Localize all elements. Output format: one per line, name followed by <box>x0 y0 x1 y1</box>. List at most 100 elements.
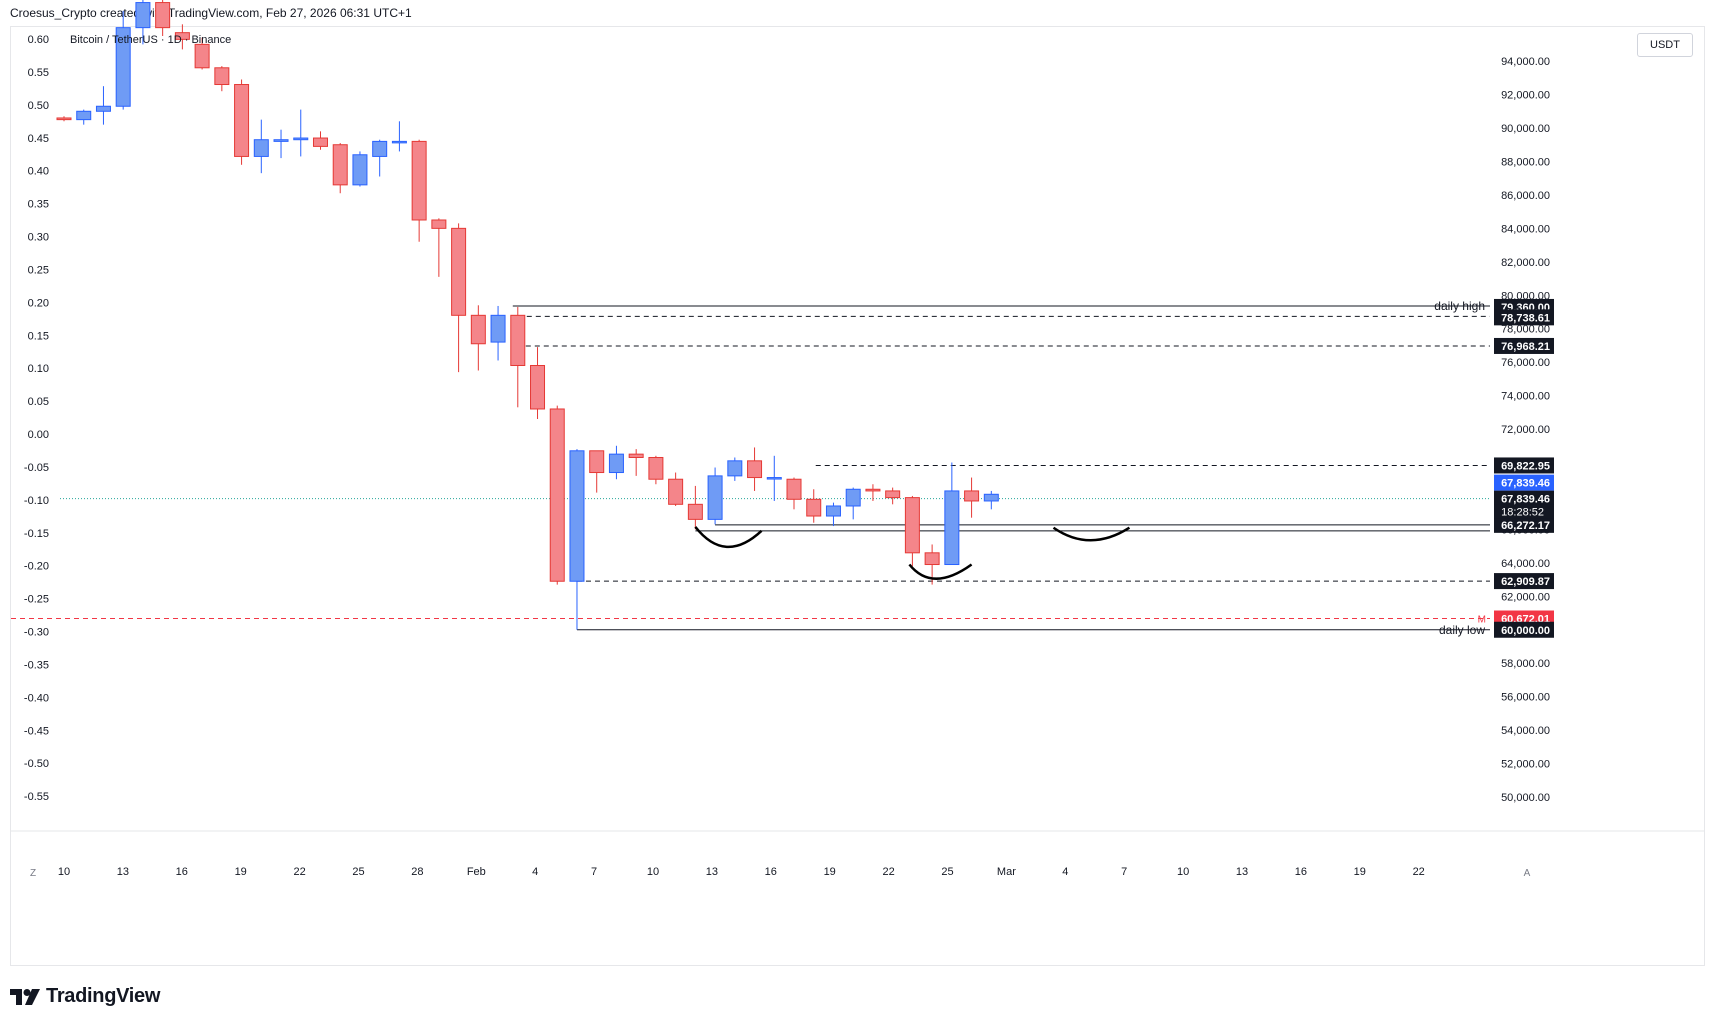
price-tag <box>1494 516 1554 533</box>
right-axis-tick: 56,000.00 <box>1501 692 1550 704</box>
symbol-legend[interactable]: Bitcoin / TetherUS · 1D · Binance <box>70 34 231 46</box>
candle-body <box>707 475 723 520</box>
price-tag <box>1494 457 1554 474</box>
candle-body <box>56 117 72 121</box>
price-tag-value: 67,839.46 <box>1501 478 1550 490</box>
left-axis-tick: -0.50 <box>24 758 49 770</box>
right-axis-tick: 72,000.00 <box>1501 424 1550 436</box>
candle-body <box>964 490 980 502</box>
rounded-bottom-arc <box>1052 526 1131 542</box>
candle-body <box>766 477 782 480</box>
candle-body <box>352 154 368 186</box>
price-tag <box>1494 309 1554 326</box>
candle-body <box>628 453 644 458</box>
candle-body <box>372 140 388 157</box>
candle-body <box>904 497 920 554</box>
price-tag <box>1494 490 1554 507</box>
rounded-bottom-arc <box>908 563 973 580</box>
right-axis-tick: 90,000.00 <box>1501 123 1550 135</box>
price-tag-value: 78,738.61 <box>1501 312 1550 324</box>
currency-button[interactable]: USDT <box>1637 33 1693 57</box>
candle-body <box>569 450 585 582</box>
left-axis-tick: 0.20 <box>28 297 49 309</box>
candle-body <box>825 505 841 517</box>
left-axis-tick: 0.40 <box>28 166 49 178</box>
left-axis-tick: 0.60 <box>28 34 49 46</box>
price-tag-value: 69,822.95 <box>1501 460 1550 472</box>
candle-body <box>885 490 901 499</box>
x-axis-tick: 16 <box>765 866 777 878</box>
candle-body <box>194 43 210 69</box>
x-axis-tick: 28 <box>411 866 423 878</box>
left-axis-tick: -0.55 <box>24 791 49 803</box>
right-axis-tick: 86,000.00 <box>1501 190 1550 202</box>
candle-body <box>648 456 664 480</box>
right-axis-tick: 78,000.00 <box>1501 324 1550 336</box>
left-axis-tick: -0.15 <box>24 528 49 540</box>
left-axis-tick: -0.40 <box>24 692 49 704</box>
candle-body <box>95 105 111 112</box>
candle-body <box>668 478 684 505</box>
zoom-reset-button: Z <box>30 868 36 879</box>
x-axis-tick: 13 <box>706 866 718 878</box>
candle-body <box>924 552 940 566</box>
x-axis-tick: 10 <box>58 866 70 878</box>
x-axis-tick: 25 <box>352 866 364 878</box>
candle-body <box>727 460 743 477</box>
symbol-legend-text: Bitcoin / TetherUS · 1D · Binance <box>70 34 232 46</box>
candle-body <box>747 460 763 479</box>
chart-frame <box>10 26 1705 966</box>
countdown-tag <box>1494 504 1554 519</box>
tradingview-wordmark: TradingView <box>46 985 161 1007</box>
right-axis-tick: 64,000.00 <box>1501 558 1550 570</box>
x-axis-tick: 7 <box>1121 866 1127 878</box>
candle-body <box>312 137 328 147</box>
price-level-label: daily high <box>1434 299 1485 313</box>
left-axis-tick: -0.25 <box>24 594 49 606</box>
x-axis-tick: 4 <box>532 866 538 878</box>
x-axis-tick: 19 <box>824 866 836 878</box>
x-axis-tick: 10 <box>1177 866 1189 878</box>
left-axis-tick: -0.20 <box>24 561 49 573</box>
price-tag-value: 62,909.87 <box>1501 576 1550 588</box>
tradingview-logo: TradingView <box>10 985 160 1008</box>
candle-body <box>155 2 171 29</box>
x-axis-tick: 13 <box>1236 866 1248 878</box>
price-tag-value: 76,968.21 <box>1501 341 1550 353</box>
x-axis-tick: 19 <box>1354 866 1366 878</box>
x-axis-tick: 25 <box>941 866 953 878</box>
candle-body <box>549 408 565 582</box>
right-axis-tick: 74,000.00 <box>1501 391 1550 403</box>
moving-average-marker: M <box>1478 615 1486 626</box>
x-axis-tick: 22 <box>293 866 305 878</box>
candle-body <box>76 110 92 121</box>
auto-scale-button: A <box>1524 868 1531 879</box>
x-axis-tick: 7 <box>591 866 597 878</box>
price-tag <box>1494 474 1554 491</box>
price-tag <box>1494 621 1554 638</box>
candle-body <box>293 137 309 141</box>
candle-body <box>174 32 190 40</box>
left-axis-tick: 0.35 <box>28 199 49 211</box>
candle-body <box>253 139 269 157</box>
price-tag-value: 66,272.17 <box>1501 520 1550 532</box>
candle-body <box>451 227 467 316</box>
candle-body <box>845 488 861 507</box>
x-axis-tick: 16 <box>1295 866 1307 878</box>
candle-body <box>589 450 605 474</box>
left-axis-tick: -0.30 <box>24 627 49 639</box>
left-axis-tick: 0.05 <box>28 396 49 408</box>
left-axis-tick: -0.05 <box>24 462 49 474</box>
rounded-bottom-arc <box>694 526 763 549</box>
chart-credit: Croesus_Crypto created with TradingView.… <box>10 6 412 20</box>
x-axis-tick: Mar <box>997 866 1016 878</box>
candle-body <box>332 144 348 186</box>
candle-body <box>806 498 822 517</box>
left-axis-tick: 0.55 <box>28 67 49 79</box>
candle-body <box>530 364 546 410</box>
candle-body <box>273 139 289 142</box>
x-axis-tick: 4 <box>1062 866 1068 878</box>
right-axis-tick: 62,000.00 <box>1501 591 1550 603</box>
left-axis-tick: -0.45 <box>24 725 49 737</box>
